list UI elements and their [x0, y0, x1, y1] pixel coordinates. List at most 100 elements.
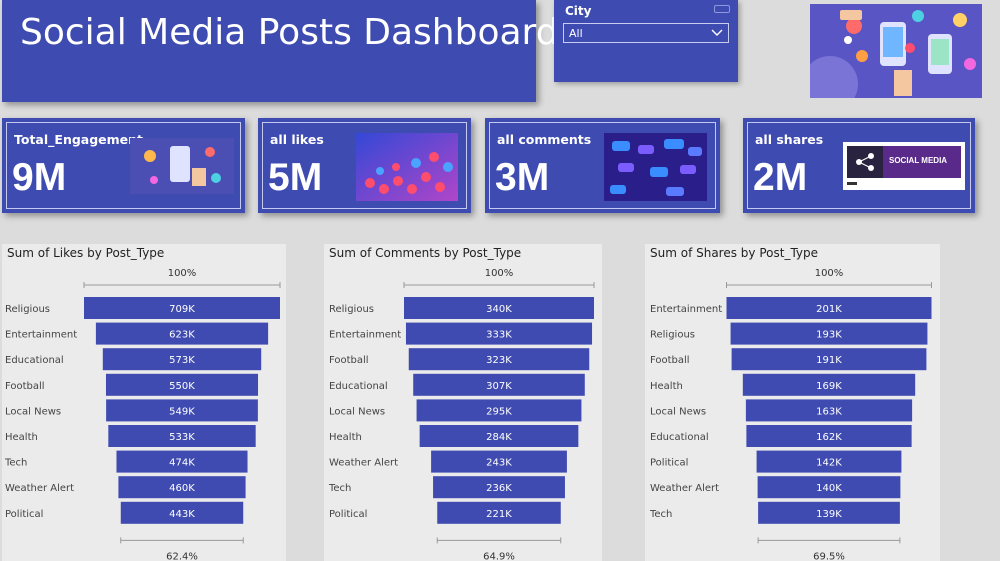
category-label: Political	[5, 509, 43, 520]
clear-selection-icon[interactable]	[714, 5, 730, 13]
category-label: Tech	[328, 483, 351, 494]
title-banner: Social Media Posts Dashboard	[2, 0, 559, 102]
kpi-label: Total_Engagement	[14, 132, 144, 147]
funnel-bar[interactable]	[745, 399, 913, 422]
category-label: Educational	[329, 381, 388, 392]
funnel-bottom-percent: 62.4%	[166, 551, 198, 561]
funnel-bar[interactable]	[120, 501, 244, 524]
bar-value-label: 284K	[486, 432, 512, 443]
funnel-bar[interactable]	[108, 425, 256, 447]
likes-funnel-chart: 100% Religious 709K Entertainment 623K Educat…	[4, 268, 281, 561]
bar-value-label: 162K	[816, 432, 842, 443]
city-dropdown-value: All	[569, 27, 583, 40]
funnel-bar[interactable]	[433, 476, 565, 499]
funnel-bottom-percent: 69.5%	[813, 551, 845, 561]
funnel-bar[interactable]	[726, 297, 932, 319]
kpi-card-total-engagement: Total_Engagement 9M	[2, 118, 245, 213]
category-label: Weather Alert	[650, 483, 719, 494]
shares-funnel-chart: 100% Entertainment 201K Religious 193K Footba…	[649, 268, 932, 561]
funnel-bar[interactable]	[757, 476, 901, 499]
bar-value-label: 236K	[486, 483, 512, 494]
funnel-bar[interactable]	[106, 399, 258, 422]
funnel-bar[interactable]	[746, 425, 912, 447]
city-slicer[interactable]: City All	[554, 0, 738, 82]
category-label: Local News	[329, 406, 385, 417]
category-label: Entertainment	[5, 330, 77, 341]
social-media-illustration	[810, 4, 982, 98]
category-label: Health	[5, 432, 38, 443]
funnel-bar[interactable]	[416, 399, 582, 422]
funnel-top-percent: 100%	[815, 268, 844, 279]
city-dropdown[interactable]: All	[563, 23, 729, 43]
funnel-bar[interactable]	[95, 322, 269, 345]
funnel-bar[interactable]	[413, 373, 585, 396]
kpi-card-all-shares: all shares 2M SOCIAL MEDIA	[743, 118, 975, 213]
bar-value-label: 550K	[169, 381, 195, 392]
category-label: Local News	[650, 406, 706, 417]
bar-value-label: 323K	[486, 355, 512, 366]
funnel-bar[interactable]	[431, 450, 567, 473]
category-label: Local News	[5, 406, 61, 417]
funnel-bar[interactable]	[105, 373, 259, 396]
funnel-bar[interactable]	[84, 297, 280, 319]
engagement-image	[130, 138, 234, 194]
funnel-bar[interactable]	[116, 450, 248, 473]
kpi-value: 2M	[753, 156, 808, 199]
chevron-down-icon[interactable]	[711, 26, 723, 38]
bar-value-label: 573K	[169, 355, 195, 366]
funnel-bar[interactable]	[742, 373, 916, 396]
funnel-top-percent: 100%	[485, 268, 514, 279]
bar-value-label: 474K	[169, 458, 195, 469]
funnel-bar[interactable]	[405, 322, 593, 345]
category-label: Political	[329, 509, 367, 520]
chart-title: Sum of Comments by Post_Type	[329, 246, 522, 260]
kpi-value: 9M	[12, 156, 67, 199]
bar-value-label: 533K	[169, 432, 195, 443]
funnel-bar[interactable]	[118, 476, 246, 499]
bar-value-label: 142K	[816, 458, 842, 469]
bar-value-label: 443K	[169, 509, 195, 520]
funnel-bar[interactable]	[102, 348, 262, 371]
bar-value-label: 340K	[486, 304, 512, 315]
funnel-bar[interactable]	[419, 425, 579, 447]
category-label: Weather Alert	[5, 483, 74, 494]
category-label: Religious	[329, 304, 374, 315]
funnel-bar[interactable]	[756, 450, 902, 473]
funnel-top-bracket	[83, 282, 281, 288]
likes-image	[356, 133, 458, 201]
bar-value-label: 201K	[816, 304, 842, 315]
shares-image: SOCIAL MEDIA	[843, 142, 965, 190]
funnel-top-bracket	[726, 282, 932, 288]
funnel-bar[interactable]	[731, 348, 927, 371]
funnel-bottom-percent: 64.9%	[483, 551, 515, 561]
bar-value-label: 549K	[169, 406, 195, 417]
page-title: Social Media Posts Dashboard	[20, 12, 559, 53]
funnel-top-bracket	[403, 282, 595, 288]
category-label: Football	[329, 355, 369, 366]
category-label: Educational	[5, 355, 64, 366]
bar-value-label: 169K	[816, 381, 842, 392]
funnel-top-percent: 100%	[168, 268, 197, 279]
bar-value-label: 307K	[486, 381, 512, 392]
bar-value-label: 221K	[486, 509, 512, 520]
bar-value-label: 139K	[816, 509, 842, 520]
funnel-bar[interactable]	[404, 297, 594, 319]
category-label: Entertainment	[650, 304, 722, 315]
category-label: Football	[650, 355, 690, 366]
funnel-bar[interactable]	[730, 322, 928, 345]
kpi-label: all likes	[270, 132, 324, 147]
kpi-label: all comments	[497, 132, 592, 147]
likes-funnel-panel: Sum of Likes by Post_Type 100% Religious 7…	[2, 244, 286, 561]
funnel-bar[interactable]	[758, 501, 900, 524]
social-media-banner-text: SOCIAL MEDIA	[889, 156, 948, 165]
comments-image	[604, 133, 707, 201]
category-label: Football	[5, 381, 45, 392]
category-label: Political	[650, 458, 688, 469]
category-label: Health	[329, 432, 362, 443]
chart-title: Sum of Likes by Post_Type	[7, 246, 165, 260]
bar-value-label: 333K	[486, 330, 512, 341]
bar-value-label: 623K	[169, 330, 195, 341]
funnel-bar[interactable]	[437, 501, 561, 524]
kpi-card-all-likes: all likes 5M	[258, 118, 471, 213]
funnel-bar[interactable]	[408, 348, 590, 371]
